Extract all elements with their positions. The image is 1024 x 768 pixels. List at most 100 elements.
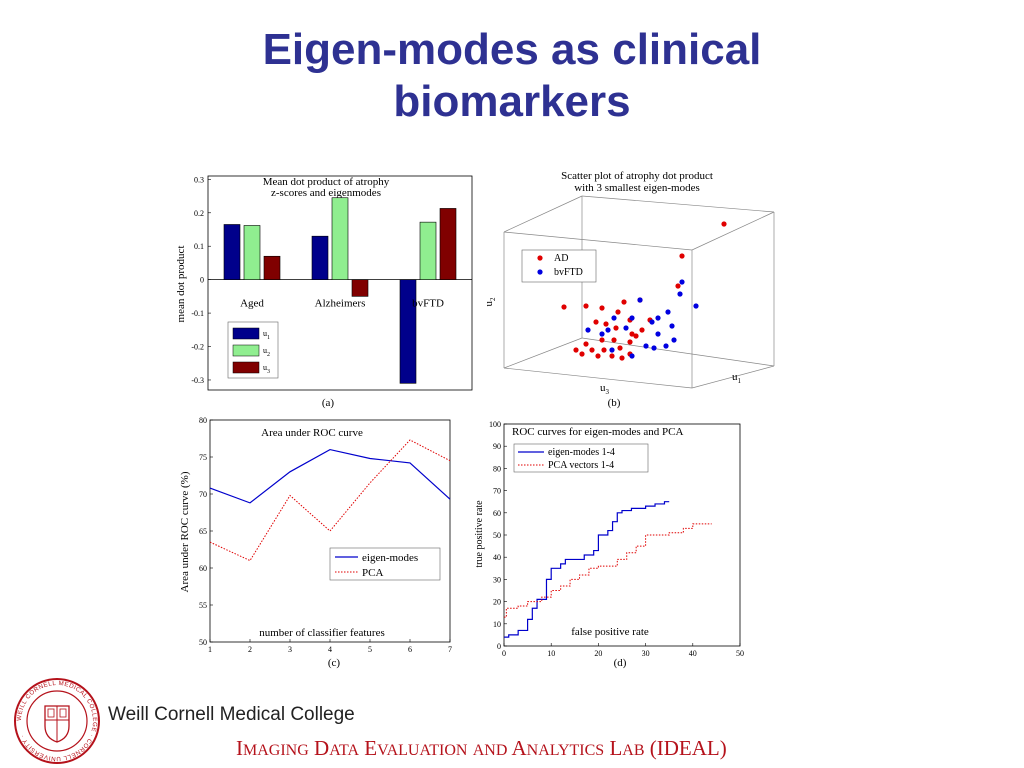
scatter-point-ad: [611, 337, 617, 343]
slide-title: Eigen-modes as clinical biomarkers: [0, 24, 1024, 128]
college-name: Weill Cornell Medical College: [108, 704, 355, 725]
y-tick-label: 70: [493, 487, 501, 496]
chart-title: Area under ROC curve: [261, 427, 363, 439]
scatter-point-ad: [627, 339, 633, 345]
scatter-point-bvftd: [669, 323, 675, 329]
category-label: bvFTD: [412, 297, 444, 309]
x-tick-label: 5: [368, 645, 372, 654]
scatter-chart-b: Scatter plot of atrophy dot product with…: [483, 170, 775, 409]
scatter-point-ad: [583, 341, 589, 347]
bar-bvftd-u2: [419, 221, 437, 280]
y-axis-label: mean dot product: [175, 246, 187, 323]
bar-aged-u2: [243, 225, 261, 280]
y-tick-label: 70: [199, 490, 207, 499]
scatter-point-ad: [595, 353, 601, 359]
scatter-point-bvftd: [629, 315, 635, 321]
scatter-point-ad: [583, 303, 589, 309]
series-line-eigen-modes-1-4: [504, 501, 670, 638]
scatter-point-ad: [601, 347, 607, 353]
legend-swatch-u2: [232, 344, 260, 357]
scatter-point-ad: [579, 351, 585, 357]
legend-box: [329, 547, 441, 581]
legend-label-ad: AD: [554, 253, 568, 264]
y-tick-label: 50: [493, 531, 501, 540]
legend-label-eigen-modes: eigen-modes 1-4: [548, 447, 615, 458]
x-tick-label: 10: [547, 649, 555, 658]
chart-title-line-1: Mean dot product of atrophy: [263, 176, 390, 188]
chart-title-line-2: with 3 smallest eigen-modes: [574, 182, 700, 194]
series-line-eigen-modes: [209, 448, 451, 504]
legend-label-u2: u2: [263, 346, 270, 358]
scatter-point-bvftd: [655, 315, 661, 321]
x-tick-label: 1: [208, 645, 212, 654]
scatter-point-bvftd: [599, 331, 605, 337]
y-tick-label: 90: [493, 442, 501, 451]
scatter-point-ad: [593, 319, 599, 325]
scatter-point-ad: [589, 347, 595, 353]
y-tick-label: 100: [489, 420, 501, 429]
legend-swatch-u3: [232, 361, 260, 374]
scatter-point-bvftd: [643, 343, 649, 349]
axis-label-u3: u3: [600, 382, 610, 396]
x-tick-label: 20: [594, 649, 602, 658]
caption: (b): [608, 397, 621, 409]
x-tick-label: 0: [502, 649, 506, 658]
scatter-point-ad: [633, 333, 639, 339]
scatter-point-bvftd: [651, 345, 657, 351]
x-tick-label: 4: [328, 645, 332, 654]
legend-label-eigen-modes: eigen-modes: [362, 552, 418, 564]
scatter-point-ad: [639, 327, 645, 333]
x-tick-label: 50: [736, 649, 744, 658]
legend-label-pca: PCA: [362, 567, 383, 579]
y-tick-label: 0.2: [194, 209, 204, 218]
scatter-point-bvftd: [693, 303, 699, 309]
bar-alzheimers-u2: [331, 197, 349, 280]
bar-aged-u3: [263, 255, 281, 280]
scatter-point-bvftd: [677, 291, 683, 297]
scatter-point-bvftd: [611, 315, 617, 321]
legend-label-bvftd: bvFTD: [554, 267, 583, 278]
axis-label-u1: u1: [732, 371, 742, 385]
legend-marker-ad: [537, 255, 543, 261]
y-tick-label: 65: [199, 527, 207, 536]
y-tick-label: -0.3: [191, 376, 204, 385]
x-tick-label: 30: [642, 649, 650, 658]
lab-name: IMAGING DATA EVALUATION AND ANALYTICS LA…: [236, 736, 727, 760]
y-tick-label: 60: [493, 509, 501, 518]
scatter-point-bvftd: [585, 327, 591, 333]
caption: (d): [614, 657, 627, 669]
legend-label-u3: u3: [263, 363, 270, 375]
y-tick-label: 0: [497, 642, 501, 651]
scatter-point-ad: [613, 325, 619, 331]
scatter-point-bvftd: [623, 325, 629, 331]
scatter-point-ad: [599, 337, 605, 343]
scatter-point-bvftd: [679, 279, 685, 285]
scatter-point-ad: [617, 345, 623, 351]
chart-title-line-2: z-scores and eigenmodes: [271, 187, 381, 199]
y-tick-label: 0.1: [194, 242, 204, 251]
y-tick-label: 20: [493, 598, 501, 607]
scatter-point-ad: [675, 283, 681, 289]
x-tick-label: 2: [248, 645, 252, 654]
scatter-point-ad: [619, 355, 625, 361]
scatter-point-ad: [629, 331, 635, 337]
series-line-pca: [209, 439, 451, 562]
scatter-point-bvftd: [605, 327, 611, 333]
y-tick-label: 0.3: [194, 175, 204, 184]
scatter-point-ad: [721, 221, 727, 227]
legend-swatch-u1: [232, 327, 260, 340]
scatter-point-ad: [609, 353, 615, 359]
y-tick-label: -0.2: [191, 343, 204, 352]
scatter-point-ad: [679, 253, 685, 259]
roc-chart-d: ROC curves for eigen-modes and PCA false…: [474, 420, 744, 669]
scatter-point-bvftd: [671, 337, 677, 343]
title-line-2: biomarkers: [393, 77, 631, 126]
y-tick-label: 40: [493, 553, 501, 562]
x-axis-label: false positive rate: [571, 626, 649, 638]
scatter-point-bvftd: [609, 347, 615, 353]
y-tick-label: 50: [199, 638, 207, 647]
legend-box: [521, 249, 597, 283]
scatter-point-ad: [621, 299, 627, 305]
caption: (a): [322, 397, 335, 409]
y-tick-label: -0.1: [191, 309, 204, 318]
